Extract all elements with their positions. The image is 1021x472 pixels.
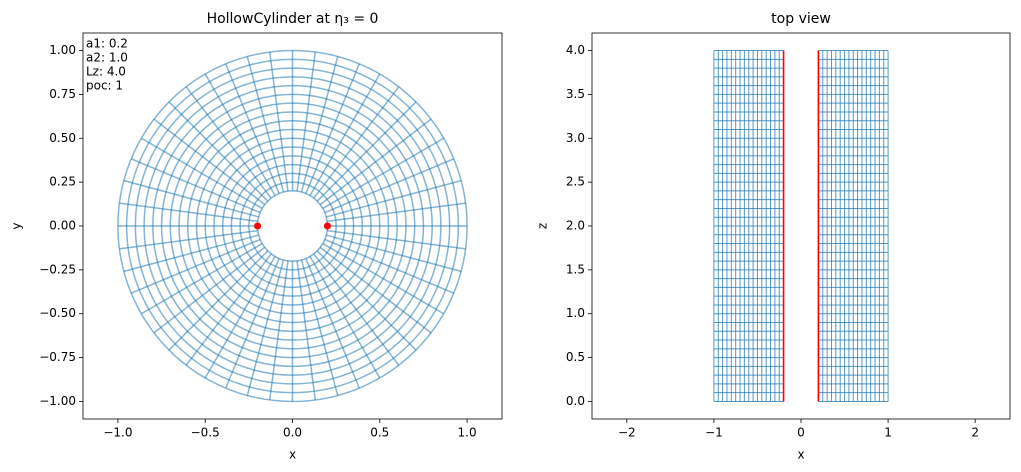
x-tick-label: −2: [618, 426, 636, 440]
mesh-spoke: [140, 137, 263, 210]
mesh-spoke: [204, 256, 276, 379]
x-tick-label: −0.5: [191, 426, 220, 440]
x-tick-label: −1: [705, 426, 723, 440]
x-axis-label: x: [797, 448, 804, 462]
y-tick-label: 1.0: [566, 306, 585, 320]
mesh-spoke: [300, 56, 339, 193]
y-tick-label: −1.00: [39, 394, 76, 408]
mesh-spoke: [326, 179, 462, 218]
mesh-spoke: [309, 73, 381, 196]
annotation: poc: 1: [86, 79, 123, 93]
mesh-spoke: [130, 238, 261, 294]
mesh-spoke: [319, 118, 432, 206]
mesh-spoke: [296, 51, 317, 192]
mesh-spoke: [224, 258, 280, 389]
mesh-spoke: [168, 250, 269, 351]
mesh-spoke: [204, 73, 276, 196]
mesh-spoke: [324, 158, 455, 214]
mesh-spoke: [153, 118, 266, 206]
mesh-spoke: [119, 202, 258, 223]
mesh-spoke: [322, 137, 445, 210]
mesh-spoke: [246, 56, 285, 193]
y-tick-label: 3.0: [566, 131, 585, 145]
y-axis-label: z: [536, 223, 550, 229]
y-tick-label: 1.00: [49, 43, 76, 57]
x-tick-label: 1: [884, 426, 892, 440]
y-tick-label: −0.25: [39, 262, 76, 276]
mesh-spoke: [140, 242, 263, 315]
x-tick-label: 0.5: [370, 426, 389, 440]
mesh-spoke: [305, 258, 361, 389]
mesh-spoke: [185, 253, 272, 366]
annotation: a1: 0.2: [86, 37, 128, 51]
y-tick-label: 0.50: [49, 131, 76, 145]
mesh-spoke: [327, 229, 466, 250]
point: [323, 222, 331, 230]
y-tick-label: 0.75: [49, 87, 76, 101]
chart-title: top view: [771, 11, 831, 27]
mesh-spoke: [224, 63, 280, 194]
y-tick-label: 2.5: [566, 175, 585, 189]
mesh-spoke: [123, 234, 259, 273]
x-tick-label: −1.0: [103, 426, 132, 440]
y-tick-label: 3.5: [566, 87, 585, 101]
mesh-spoke: [268, 260, 289, 401]
x-tick-label: 2: [971, 426, 979, 440]
mesh-spoke: [130, 158, 261, 214]
mesh-spoke: [313, 86, 400, 199]
y-tick-label: 2.0: [566, 219, 585, 233]
mesh-spoke: [168, 101, 269, 202]
y-tick-label: −0.50: [39, 306, 76, 320]
mesh-spoke: [319, 246, 432, 334]
mesh-spoke: [119, 229, 258, 250]
mesh-spoke: [185, 86, 272, 199]
y-tick-label: 0.5: [566, 350, 585, 364]
axes-frame: [591, 32, 1011, 420]
x-tick-label: 0: [797, 426, 805, 440]
mesh-spoke: [316, 101, 417, 202]
mesh-spoke: [300, 259, 339, 396]
mesh-spoke: [153, 246, 266, 334]
mesh-spoke: [305, 63, 361, 194]
mesh-spoke: [322, 242, 445, 315]
y-tick-label: 0.25: [49, 175, 76, 189]
point: [254, 222, 262, 230]
mesh-spoke: [326, 234, 462, 273]
mesh-spoke: [296, 260, 317, 401]
chart-title: HollowCylinder at η₃ = 0: [207, 11, 379, 27]
mesh-spoke: [246, 259, 285, 396]
y-axis-label: y: [10, 222, 24, 229]
mesh-circle: [256, 190, 329, 262]
x-axis-label: x: [289, 448, 296, 462]
mesh-spoke: [316, 250, 417, 351]
y-tick-label: 0.0: [566, 394, 585, 408]
y-tick-label: −0.75: [39, 350, 76, 364]
mesh-spoke: [327, 202, 466, 223]
mesh-spoke: [324, 238, 455, 294]
mesh-spoke: [313, 253, 400, 366]
y-tick-label: 1.5: [566, 262, 585, 276]
annotation: Lz: 4.0: [86, 65, 126, 79]
x-tick-label: 0.0: [283, 426, 302, 440]
y-tick-label: 4.0: [566, 43, 585, 57]
annotation: a2: 1.0: [86, 51, 128, 65]
x-tick-label: 1.0: [458, 426, 477, 440]
mesh-spoke: [123, 179, 259, 218]
mesh-spoke: [309, 256, 381, 379]
y-tick-label: 0.00: [49, 219, 76, 233]
mesh-spoke: [268, 51, 289, 192]
